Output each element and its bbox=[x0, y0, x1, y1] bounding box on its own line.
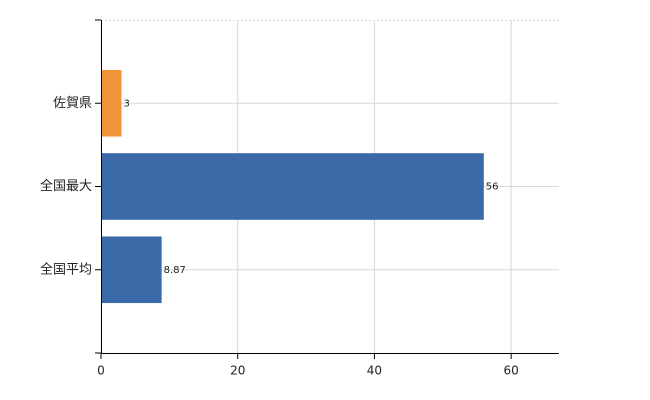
bar bbox=[101, 69, 122, 137]
x-tick-label: 40 bbox=[367, 364, 382, 378]
x-tick-label: 20 bbox=[230, 364, 245, 378]
y-tick-label: 全国平均 bbox=[40, 261, 92, 277]
value-label: 8.87 bbox=[164, 265, 186, 276]
y-tick-label: 佐賀県 bbox=[53, 96, 92, 111]
value-label: 3 bbox=[124, 98, 130, 109]
x-tick-label: 60 bbox=[504, 364, 519, 378]
bar bbox=[101, 153, 484, 220]
y-tick-label: 全国最大 bbox=[40, 178, 92, 194]
value-label: 56 bbox=[486, 182, 499, 193]
x-tick-label: 0 bbox=[97, 364, 105, 378]
bar bbox=[101, 236, 162, 304]
